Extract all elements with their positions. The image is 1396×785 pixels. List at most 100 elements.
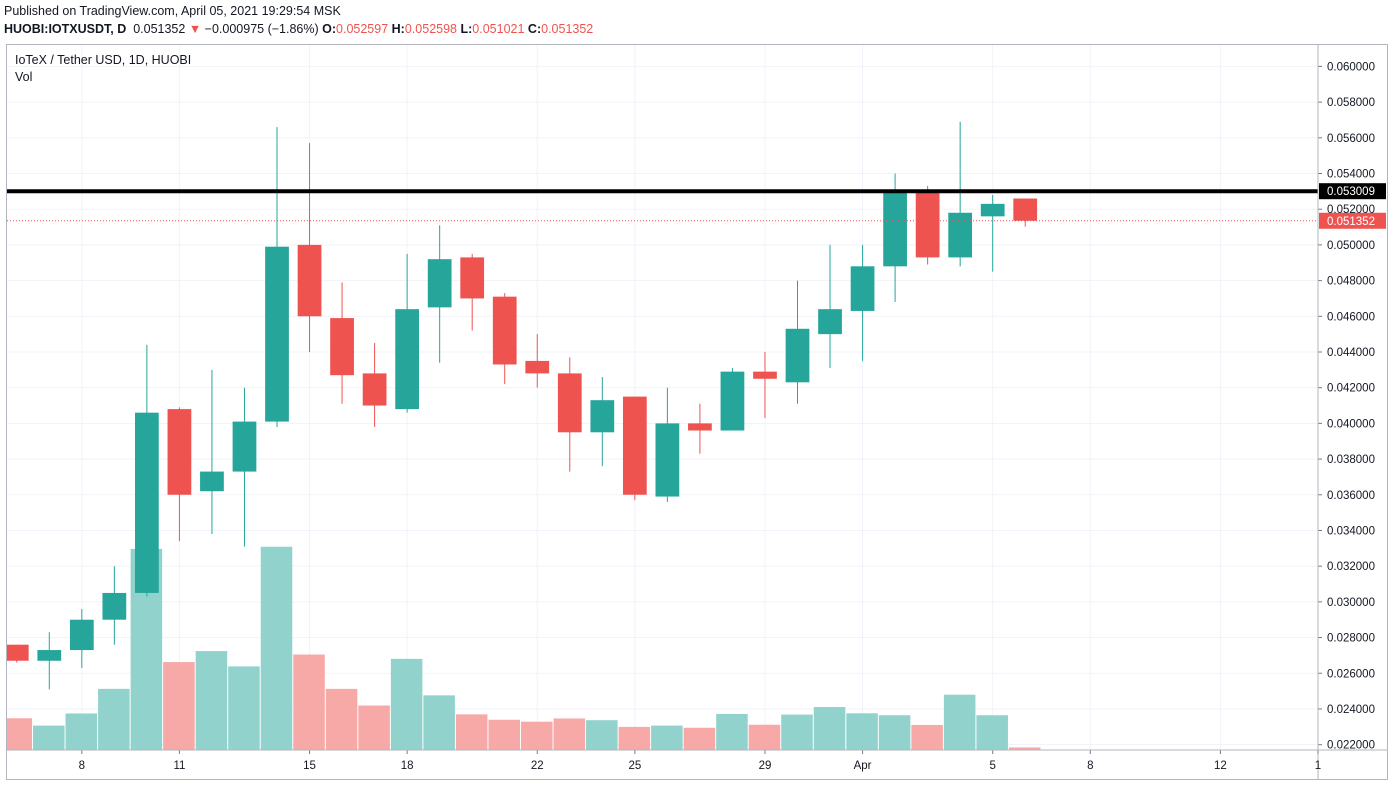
- candle[interactable]: [460, 253, 485, 331]
- candle-body: [915, 189, 940, 258]
- candle[interactable]: [232, 387, 257, 547]
- candle-body: [232, 421, 257, 472]
- time-axis[interactable]: 8 11 15 18 22 25 29 Apr 5 8 12 1: [7, 749, 1387, 772]
- candle-body: [492, 296, 517, 365]
- candles[interactable]: [7, 121, 1038, 690]
- volume-bar: [293, 654, 325, 750]
- candle[interactable]: [525, 334, 550, 388]
- candle[interactable]: [265, 127, 289, 427]
- last-price: 0.051352: [133, 22, 186, 36]
- price-tick-label: 0.042000: [1327, 383, 1375, 395]
- candle-body: [753, 371, 777, 379]
- open-label: O:: [322, 22, 337, 36]
- candle-body: [1013, 198, 1038, 221]
- candle[interactable]: [330, 282, 354, 404]
- candle-body: [395, 309, 420, 410]
- volume-bar: [7, 718, 33, 750]
- volume-bar: [358, 705, 390, 750]
- time-tick-label: 5: [989, 760, 995, 772]
- candle[interactable]: [102, 566, 127, 645]
- candle[interactable]: [622, 396, 647, 501]
- candle[interactable]: [948, 121, 973, 267]
- price-change: −0.000975 (−1.86%): [204, 22, 319, 36]
- horizontal-line[interactable]: 0.053009 0.051352: [7, 183, 1386, 229]
- volume-bar: [716, 713, 748, 750]
- horizontal-line-price-label: 0.053009: [1327, 186, 1375, 198]
- candle[interactable]: [557, 357, 582, 472]
- price-tick-label: 0.038000: [1327, 454, 1375, 466]
- candle[interactable]: [883, 173, 907, 303]
- candle-body: [557, 373, 582, 433]
- candle-body: [818, 309, 842, 335]
- volume-bar: [228, 666, 260, 750]
- candle[interactable]: [753, 351, 777, 419]
- candle[interactable]: [135, 344, 159, 597]
- price-tick-label: 0.058000: [1327, 97, 1375, 109]
- horizontal-line-price-tag: [1319, 183, 1386, 200]
- candle[interactable]: [69, 609, 94, 668]
- candle-body: [362, 373, 387, 406]
- volume-bar: [325, 688, 358, 750]
- candle-body: [850, 266, 875, 311]
- close-label: C:: [527, 22, 542, 36]
- candle[interactable]: [655, 387, 680, 502]
- candle-body: [297, 244, 322, 317]
- candle-body: [167, 409, 192, 495]
- candle-body: [525, 360, 550, 374]
- candle[interactable]: [915, 186, 940, 265]
- time-tick-label: Apr: [854, 760, 872, 772]
- published-text: Published on TradingView.com, April 05, …: [4, 4, 341, 18]
- price-tick-label: 0.050000: [1327, 240, 1375, 252]
- candle[interactable]: [7, 644, 29, 663]
- candle[interactable]: [37, 632, 62, 690]
- candle-body: [265, 246, 289, 422]
- candle-body: [655, 423, 680, 497]
- candle[interactable]: [395, 253, 420, 413]
- candle[interactable]: [850, 244, 875, 361]
- candle[interactable]: [492, 293, 517, 385]
- price-tick-label: 0.028000: [1327, 633, 1375, 645]
- grid: [7, 45, 1319, 750]
- volume-bar: [748, 724, 781, 750]
- volume-bar: [976, 715, 1008, 750]
- candle[interactable]: [688, 403, 712, 454]
- time-tick-label: 15: [303, 760, 316, 772]
- candle[interactable]: [980, 194, 1005, 272]
- volume-bar: [163, 662, 195, 750]
- published-label: Published on TradingView.com, April 05, …: [4, 4, 341, 18]
- volume-bar: [390, 658, 423, 750]
- last-price-label: 0.051352: [1327, 216, 1375, 228]
- volume-bar: [911, 724, 943, 750]
- chart-frame[interactable]: [6, 44, 1388, 780]
- time-tick-label: 25: [628, 760, 641, 772]
- candle[interactable]: [200, 369, 224, 535]
- volume-bar: [260, 546, 293, 750]
- volume-bar: [651, 725, 683, 750]
- volume-bar: [586, 720, 618, 750]
- candle[interactable]: [167, 407, 192, 542]
- price-tick-label: 0.046000: [1327, 311, 1375, 323]
- candle[interactable]: [1013, 198, 1038, 227]
- price-tick-label: 0.040000: [1327, 418, 1375, 430]
- candle[interactable]: [590, 376, 615, 467]
- volume-bar: [455, 714, 488, 750]
- candle[interactable]: [362, 343, 387, 427]
- candle-body: [590, 400, 615, 433]
- time-tick-label: 22: [531, 760, 544, 772]
- candle[interactable]: [785, 280, 810, 404]
- candle[interactable]: [818, 244, 842, 369]
- candle-body: [948, 212, 973, 258]
- candle[interactable]: [427, 225, 452, 363]
- volume-bar: [618, 726, 651, 750]
- price-tick-label: 0.032000: [1327, 561, 1375, 573]
- volume-bar: [423, 695, 455, 750]
- volume-bar: [98, 688, 130, 750]
- candle[interactable]: [297, 143, 322, 352]
- candle-body: [135, 412, 159, 593]
- low-value: 0.051021: [472, 22, 525, 36]
- price-axis[interactable]: 0.060000 0.058000 0.056000 0.054000 0.052000…: [1317, 45, 1375, 780]
- volume-bar: [33, 725, 65, 750]
- price-tick-label: 0.056000: [1327, 133, 1375, 145]
- candle[interactable]: [720, 368, 745, 431]
